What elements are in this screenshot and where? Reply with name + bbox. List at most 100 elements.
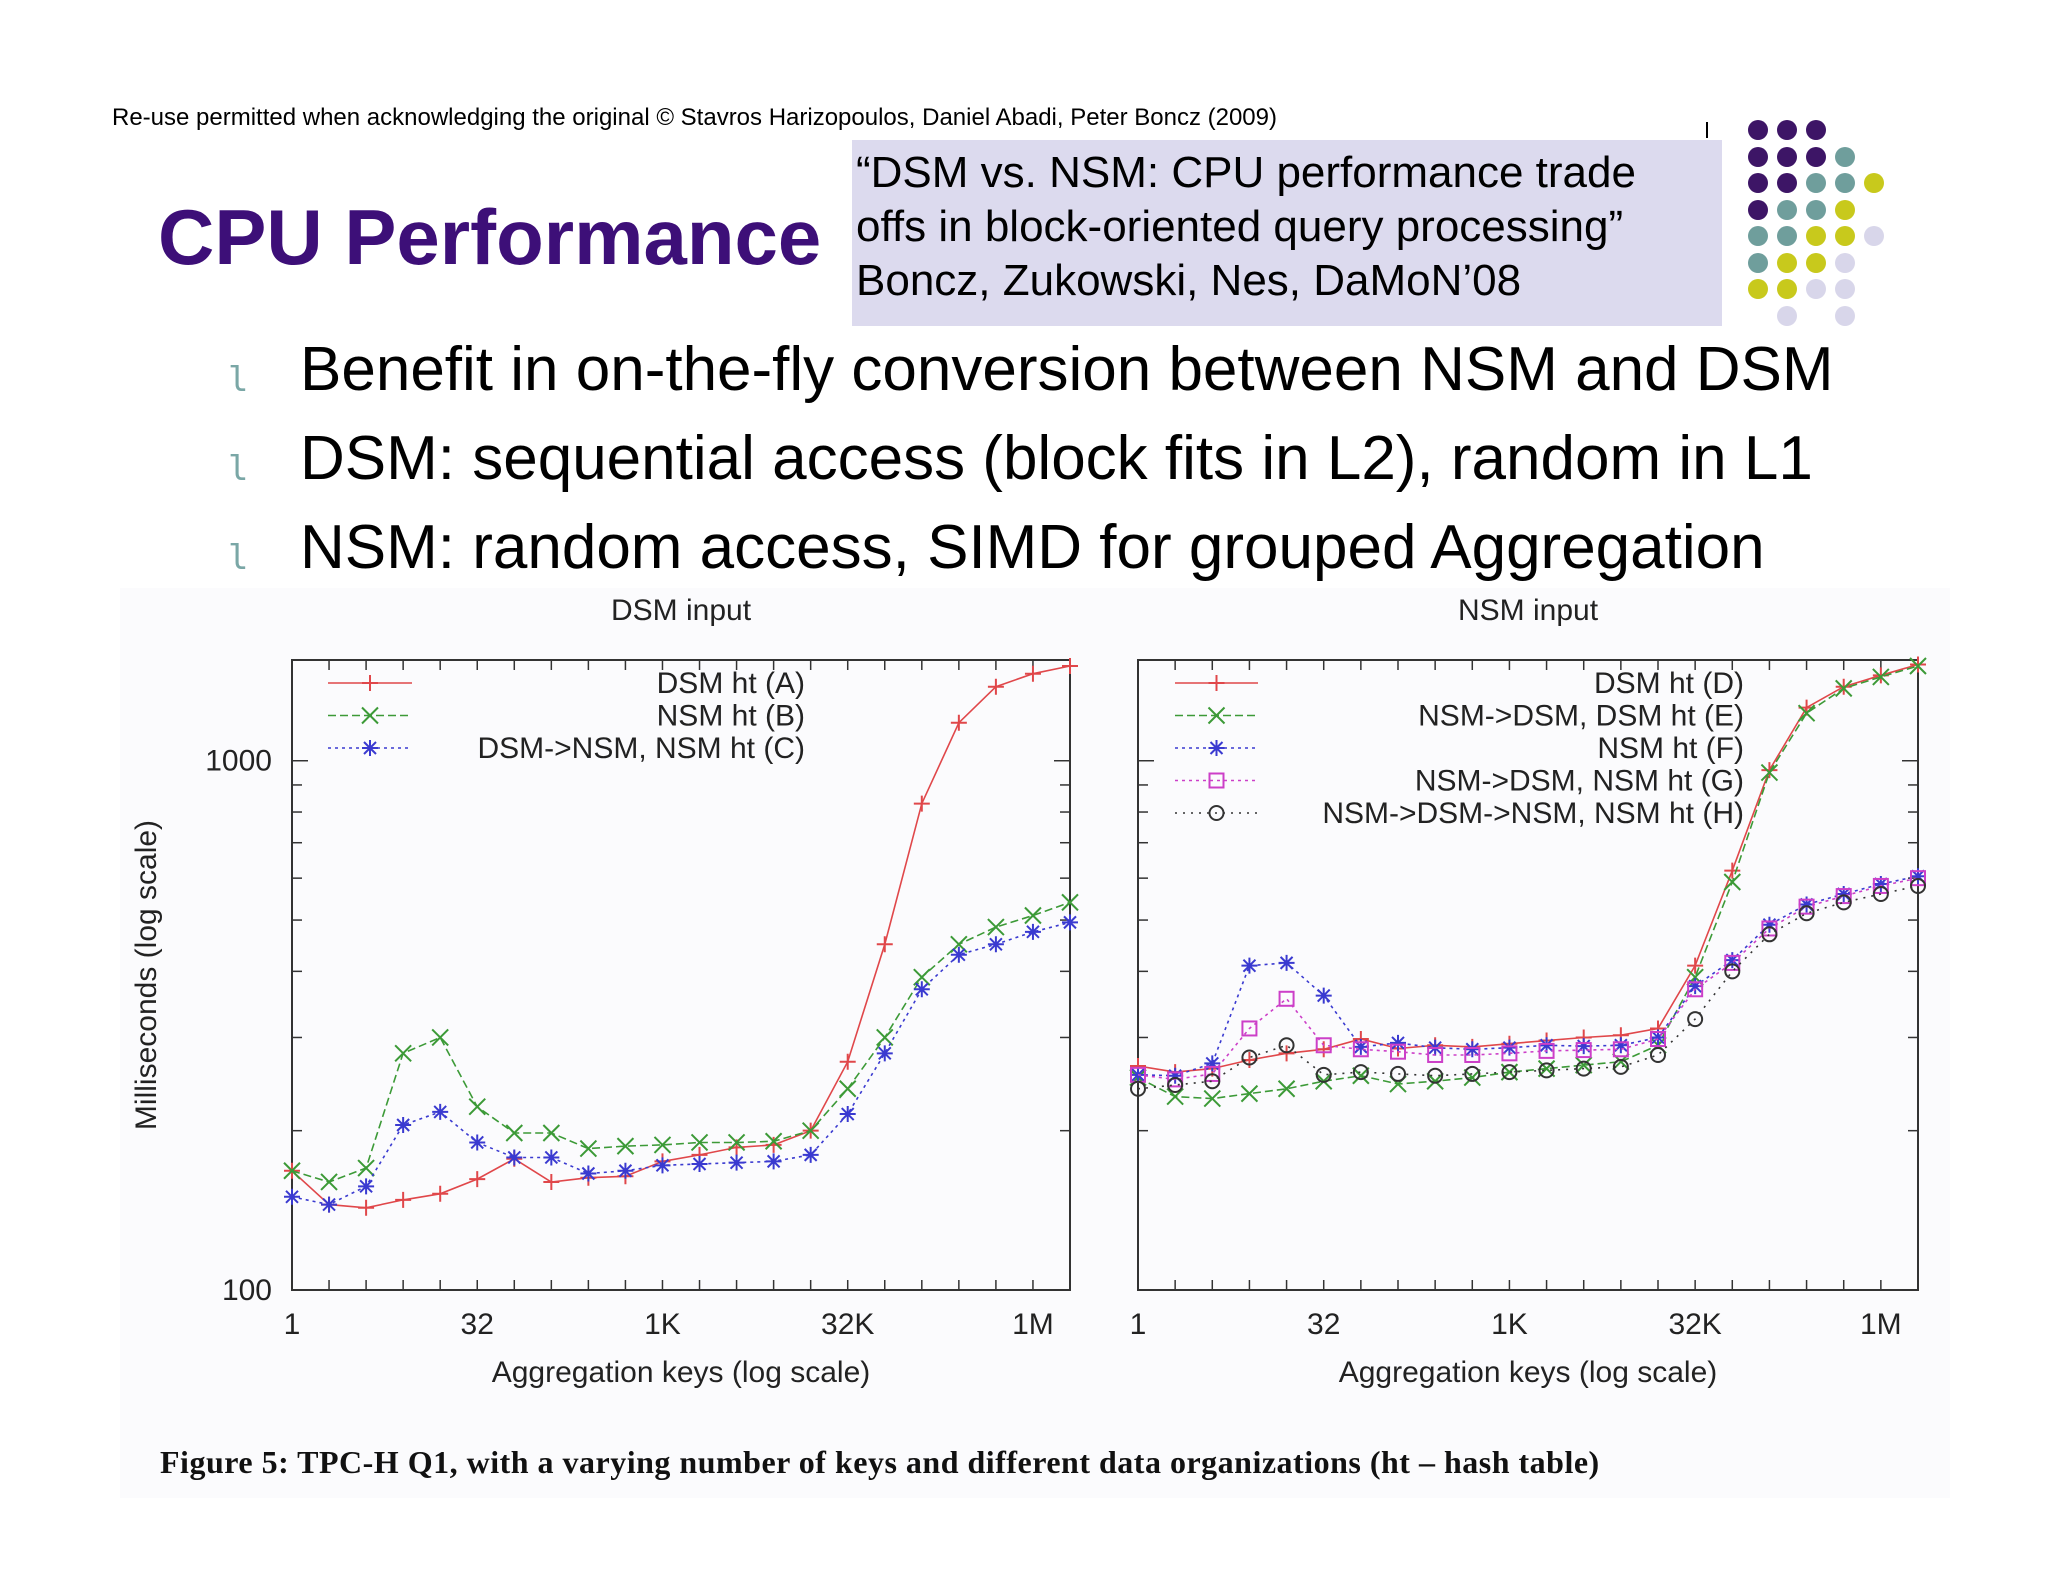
star-marker [580,1165,597,1182]
series-line [1137,877,1919,1081]
star-marker [1390,1034,1406,1051]
plus-marker [432,1185,449,1202]
star-marker [1241,957,1258,974]
plus-marker [765,1136,782,1153]
star-marker [913,981,930,998]
star-marker [1278,954,1295,971]
star-marker [1352,1038,1369,1055]
plus-marker [1315,1041,1332,1058]
x-axis-label: Aggregation keys (log scale) [1339,1356,1718,1389]
legend-label: NSM->DSM->NSM, NSM ht (H) [1322,797,1744,830]
plus-marker [913,795,930,812]
cross-marker [505,1124,523,1142]
plot-frame [1137,659,1919,1291]
x-tick-label: 1M [1012,1308,1054,1341]
square-marker [1427,1046,1444,1063]
chart-title: DSM input [611,594,752,627]
decorative-dot [1777,226,1797,246]
decorative-dot [1806,199,1826,220]
star-marker [691,1156,708,1173]
figure-panel [120,588,1950,1498]
bullet-text: DSM: sequential access (block fits in L2… [300,424,1813,493]
cross-marker [913,968,931,986]
circle-marker [1687,1011,1704,1028]
square-marker [1761,920,1778,937]
decorative-dot [1777,146,1797,167]
star-marker [1062,914,1078,931]
square-marker [1835,888,1852,905]
x-tick-label: 1K [1491,1308,1528,1341]
bullet-marker: l [228,449,249,489]
star-marker [506,1149,523,1166]
square-marker [1204,1065,1221,1082]
star-marker [543,1149,560,1166]
reference-line-2: offs in block-oriented query processing” [856,202,1624,251]
decorative-dot [1835,305,1855,326]
cross-marker [1352,1067,1370,1085]
plus-marker [1062,658,1078,675]
square-marker [1352,1041,1369,1058]
bullet-text: Benefit in on-the-fly conversion between… [300,335,1834,404]
decorative-dot [1835,252,1855,273]
decorative-dot [1864,226,1884,246]
cross-marker [616,1137,635,1155]
series-line [291,665,1071,1209]
circle-marker [1761,926,1778,943]
square-marker [1390,1043,1406,1060]
x-tick-label: 1 [284,1308,301,1341]
cross-marker [1426,1072,1444,1090]
bullet-text: NSM: random access, SIMD for grouped Agg… [300,513,1765,582]
decorative-dot [1748,279,1768,299]
plus-marker [469,1171,486,1188]
square-marker [1315,1037,1332,1054]
square-marker [1167,1071,1184,1088]
star-marker [802,1146,819,1163]
plus-marker [362,675,378,691]
decorative-dot [1806,173,1826,193]
decorative-dot [1777,305,1797,326]
star-marker [321,1196,338,1213]
circle-marker [1208,805,1225,821]
decorative-dot [1806,226,1826,246]
copyright-notice: Re-use permitted when acknowledging the … [112,104,1277,131]
decorative-dot [1806,120,1826,140]
square-marker [1241,1020,1258,1037]
reference-line-1: “DSM vs. NSM: CPU performance trade [856,148,1636,197]
cross-marker [987,918,1005,936]
decorative-dot [1835,279,1855,299]
series-line [1137,885,1919,1090]
circle-marker [1315,1066,1332,1083]
plus-marker [839,1053,856,1070]
chart-title: NSM input [1458,594,1599,627]
plus-marker [1724,862,1741,879]
plus-marker [1278,1045,1295,1062]
star-marker [1612,1037,1629,1054]
bullet-marker: l [228,360,249,400]
star-marker [1798,896,1815,913]
plus-marker [1761,762,1778,779]
decorative-dot [1835,173,1855,193]
cross-marker [690,1133,709,1152]
circle-marker [1575,1060,1592,1077]
legend-label: NSM->DSM, DSM ht (E) [1418,700,1744,733]
cross-marker [468,1097,486,1116]
circle-marker [1390,1065,1406,1082]
star-marker [1464,1041,1481,1058]
decorative-dot [1748,252,1768,273]
cross-marker [1835,679,1853,698]
decorative-dot [1748,199,1768,220]
legend-label: DSM ht (A) [657,667,805,700]
decorative-dot [1835,146,1855,167]
star-marker [1538,1037,1555,1054]
star-marker [950,946,967,963]
cross-marker [839,1080,857,1098]
cross-marker [1909,657,1927,675]
star-marker [1575,1038,1592,1055]
circle-marker [1650,1046,1666,1063]
decorative-dot [1864,173,1884,193]
star-marker [1872,875,1889,892]
star-marker [839,1106,856,1123]
legend-label: DSM ht (D) [1594,667,1744,700]
cross-marker [431,1028,449,1047]
